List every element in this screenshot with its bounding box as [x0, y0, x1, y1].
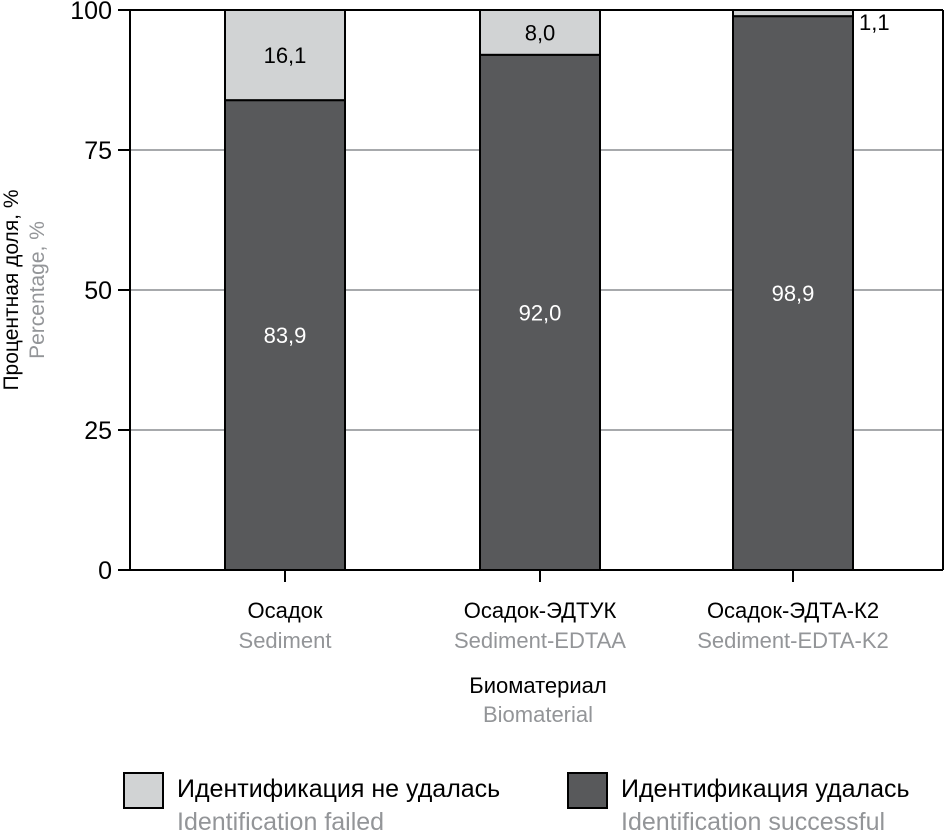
data-label-failed: 16,1 — [264, 43, 307, 68]
legend-swatch — [123, 772, 164, 809]
legend-label-en: Identification failed — [177, 808, 384, 836]
legend-label-ru: Идентификация не удалась — [177, 775, 500, 803]
bar-successful — [732, 15, 854, 572]
data-label-successful: 83,9 — [264, 323, 307, 348]
x-tick-label-ru: Осадок-ЭДТА-К2 — [707, 598, 879, 623]
data-label-failed: 8,0 — [525, 20, 556, 45]
legend-swatch — [567, 772, 608, 809]
bar-failed — [732, 9, 854, 18]
bar-successful — [479, 53, 601, 572]
x-tick-label-ru: Осадок — [247, 598, 322, 623]
data-label-successful: 98,9 — [772, 281, 815, 306]
x-axis-title-en: Biomaterial — [483, 702, 593, 727]
y-axis-title-ru: Процентная доля, % — [0, 189, 23, 390]
bar-failed — [224, 9, 346, 102]
x-axis-title-ru: Биоматериал — [469, 673, 607, 698]
y-tick-label: 75 — [84, 137, 112, 165]
x-tick-label-en: Sediment-EDTA-K2 — [697, 628, 889, 653]
data-label-successful: 92,0 — [519, 300, 562, 325]
data-label-failed: 1,1 — [859, 10, 890, 35]
bar-successful — [224, 99, 346, 571]
y-tick-label: 25 — [84, 417, 112, 445]
bar-failed — [479, 9, 601, 56]
x-tick-label-ru: Осадок-ЭДТУК — [464, 598, 617, 623]
y-tick-label: 100 — [70, 0, 112, 25]
y-axis-title-en: Percentage, % — [26, 221, 49, 359]
legend-label-ru: Идентификация удалась — [621, 775, 910, 803]
y-tick-label: 50 — [84, 277, 112, 305]
x-tick-label-en: Sediment-EDTAA — [454, 628, 626, 653]
y-tick-label: 0 — [98, 557, 112, 585]
x-tick-label-en: Sediment — [239, 628, 332, 653]
legend-label-en: Identification successful — [621, 808, 885, 836]
